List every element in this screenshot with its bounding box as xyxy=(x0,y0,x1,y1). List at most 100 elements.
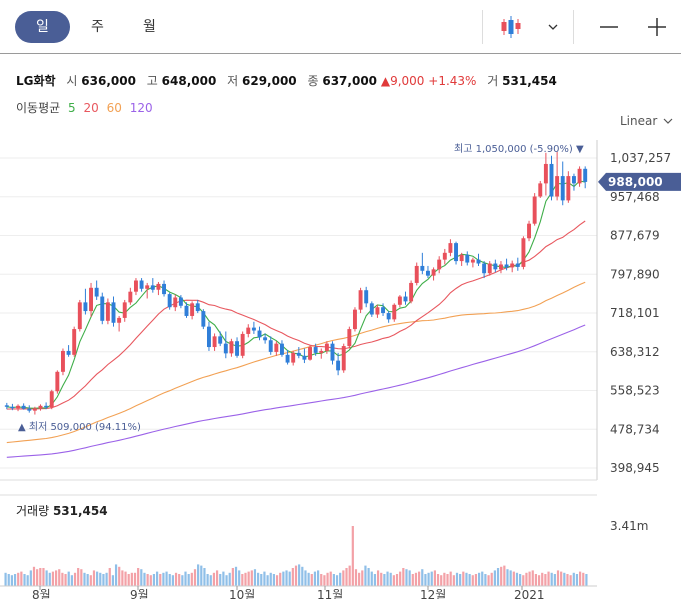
price-summary: LG화학 시 636,000 고 648,000 저 629,000 종 637… xyxy=(16,74,557,88)
plus-icon[interactable] xyxy=(646,10,668,44)
candle-body xyxy=(246,327,251,334)
candle xyxy=(454,241,459,265)
volume-bar xyxy=(585,574,588,586)
volume-bar xyxy=(537,575,541,586)
volume-bar xyxy=(481,571,484,586)
candle xyxy=(482,261,487,279)
volume-bar xyxy=(380,572,383,586)
volume-bar xyxy=(446,574,449,586)
candle-body xyxy=(257,330,262,338)
candle-body xyxy=(145,285,150,289)
candle-body xyxy=(117,317,122,323)
volume-bar xyxy=(181,575,184,586)
candle xyxy=(397,295,402,308)
volume-bar xyxy=(395,574,399,586)
volume-bar xyxy=(108,568,111,586)
candle-body xyxy=(32,408,37,411)
candle xyxy=(470,257,475,268)
candle xyxy=(369,301,374,317)
volume-bar xyxy=(206,574,209,586)
volume-bar xyxy=(253,569,257,586)
candle xyxy=(206,321,211,351)
candle xyxy=(510,260,515,273)
candle-body xyxy=(392,304,397,320)
candle xyxy=(128,287,133,305)
candle-body xyxy=(352,309,357,330)
volume-bar xyxy=(367,568,370,586)
volume-bar xyxy=(225,575,228,586)
volume-bar xyxy=(335,575,339,586)
volume-bar xyxy=(575,574,579,586)
tab-monthly[interactable]: 월 xyxy=(143,19,156,35)
volume-bar xyxy=(174,572,178,586)
candle-body xyxy=(543,163,548,184)
candle-body xyxy=(459,254,464,262)
candle xyxy=(521,236,526,270)
volume-bar xyxy=(553,574,556,586)
min-price-annotation: ▲ 최저 509,000 (94.11%) xyxy=(18,421,141,433)
volume-bar xyxy=(528,571,531,586)
candle xyxy=(319,348,324,359)
volume-bar xyxy=(111,575,115,586)
candle xyxy=(195,299,200,314)
volume-bar xyxy=(250,570,253,586)
candle-body xyxy=(498,264,503,270)
volume-bar xyxy=(124,571,127,586)
candle xyxy=(498,261,503,274)
candle-body xyxy=(571,176,576,184)
candle-body xyxy=(89,287,94,312)
candle xyxy=(459,252,464,266)
candle xyxy=(279,340,284,357)
tab-weekly[interactable]: 주 xyxy=(91,19,104,35)
volume-bar xyxy=(474,574,478,586)
volume-title: 거래량 531,454 xyxy=(16,504,108,518)
candle-body xyxy=(122,302,127,318)
y-tick-label: 797,890 xyxy=(610,267,660,281)
candle xyxy=(235,337,240,358)
tab-daily[interactable]: 일 xyxy=(15,11,70,43)
volume-bar xyxy=(64,574,67,586)
candle xyxy=(218,331,223,347)
candle-body xyxy=(369,303,374,315)
volume-bar xyxy=(209,575,212,586)
volume-bar xyxy=(178,574,181,586)
candle-body xyxy=(66,350,71,355)
volume-bar xyxy=(487,575,490,586)
candle xyxy=(201,309,206,330)
volume-bar xyxy=(137,568,140,586)
candlestick-icon[interactable] xyxy=(498,10,528,44)
candle xyxy=(274,341,279,356)
volume-bar xyxy=(392,575,395,586)
candle-body xyxy=(223,343,228,354)
volume-bar xyxy=(503,565,506,586)
scale-selector[interactable]: Linear xyxy=(620,114,675,128)
minus-icon[interactable] xyxy=(598,10,620,44)
y-tick-label: 638,312 xyxy=(610,345,660,359)
candle-body xyxy=(319,350,324,353)
volume-bar xyxy=(465,572,468,586)
candle xyxy=(330,341,335,365)
toolbar-divider xyxy=(482,10,483,44)
candle xyxy=(139,278,144,292)
candle xyxy=(583,166,588,189)
volume-bar xyxy=(32,566,36,586)
volume-bar xyxy=(519,574,522,586)
candle xyxy=(504,258,509,271)
volume-bar xyxy=(247,571,250,586)
volume-bar xyxy=(490,572,493,586)
y-tick-label: 1,037,257 xyxy=(610,151,671,165)
volume-bar xyxy=(4,572,7,586)
volume-bar xyxy=(51,571,55,586)
volume-bar xyxy=(421,569,424,586)
candle xyxy=(571,173,576,191)
candle-body xyxy=(336,360,341,371)
candle xyxy=(21,403,26,410)
volume-bar xyxy=(402,568,405,586)
toolbar-divider xyxy=(573,10,574,44)
candle-body xyxy=(285,354,290,363)
candle xyxy=(38,404,43,411)
volume-bar xyxy=(282,571,285,586)
volume-bar xyxy=(509,570,512,586)
candle xyxy=(577,166,582,187)
chevron-down-icon[interactable] xyxy=(545,10,561,44)
